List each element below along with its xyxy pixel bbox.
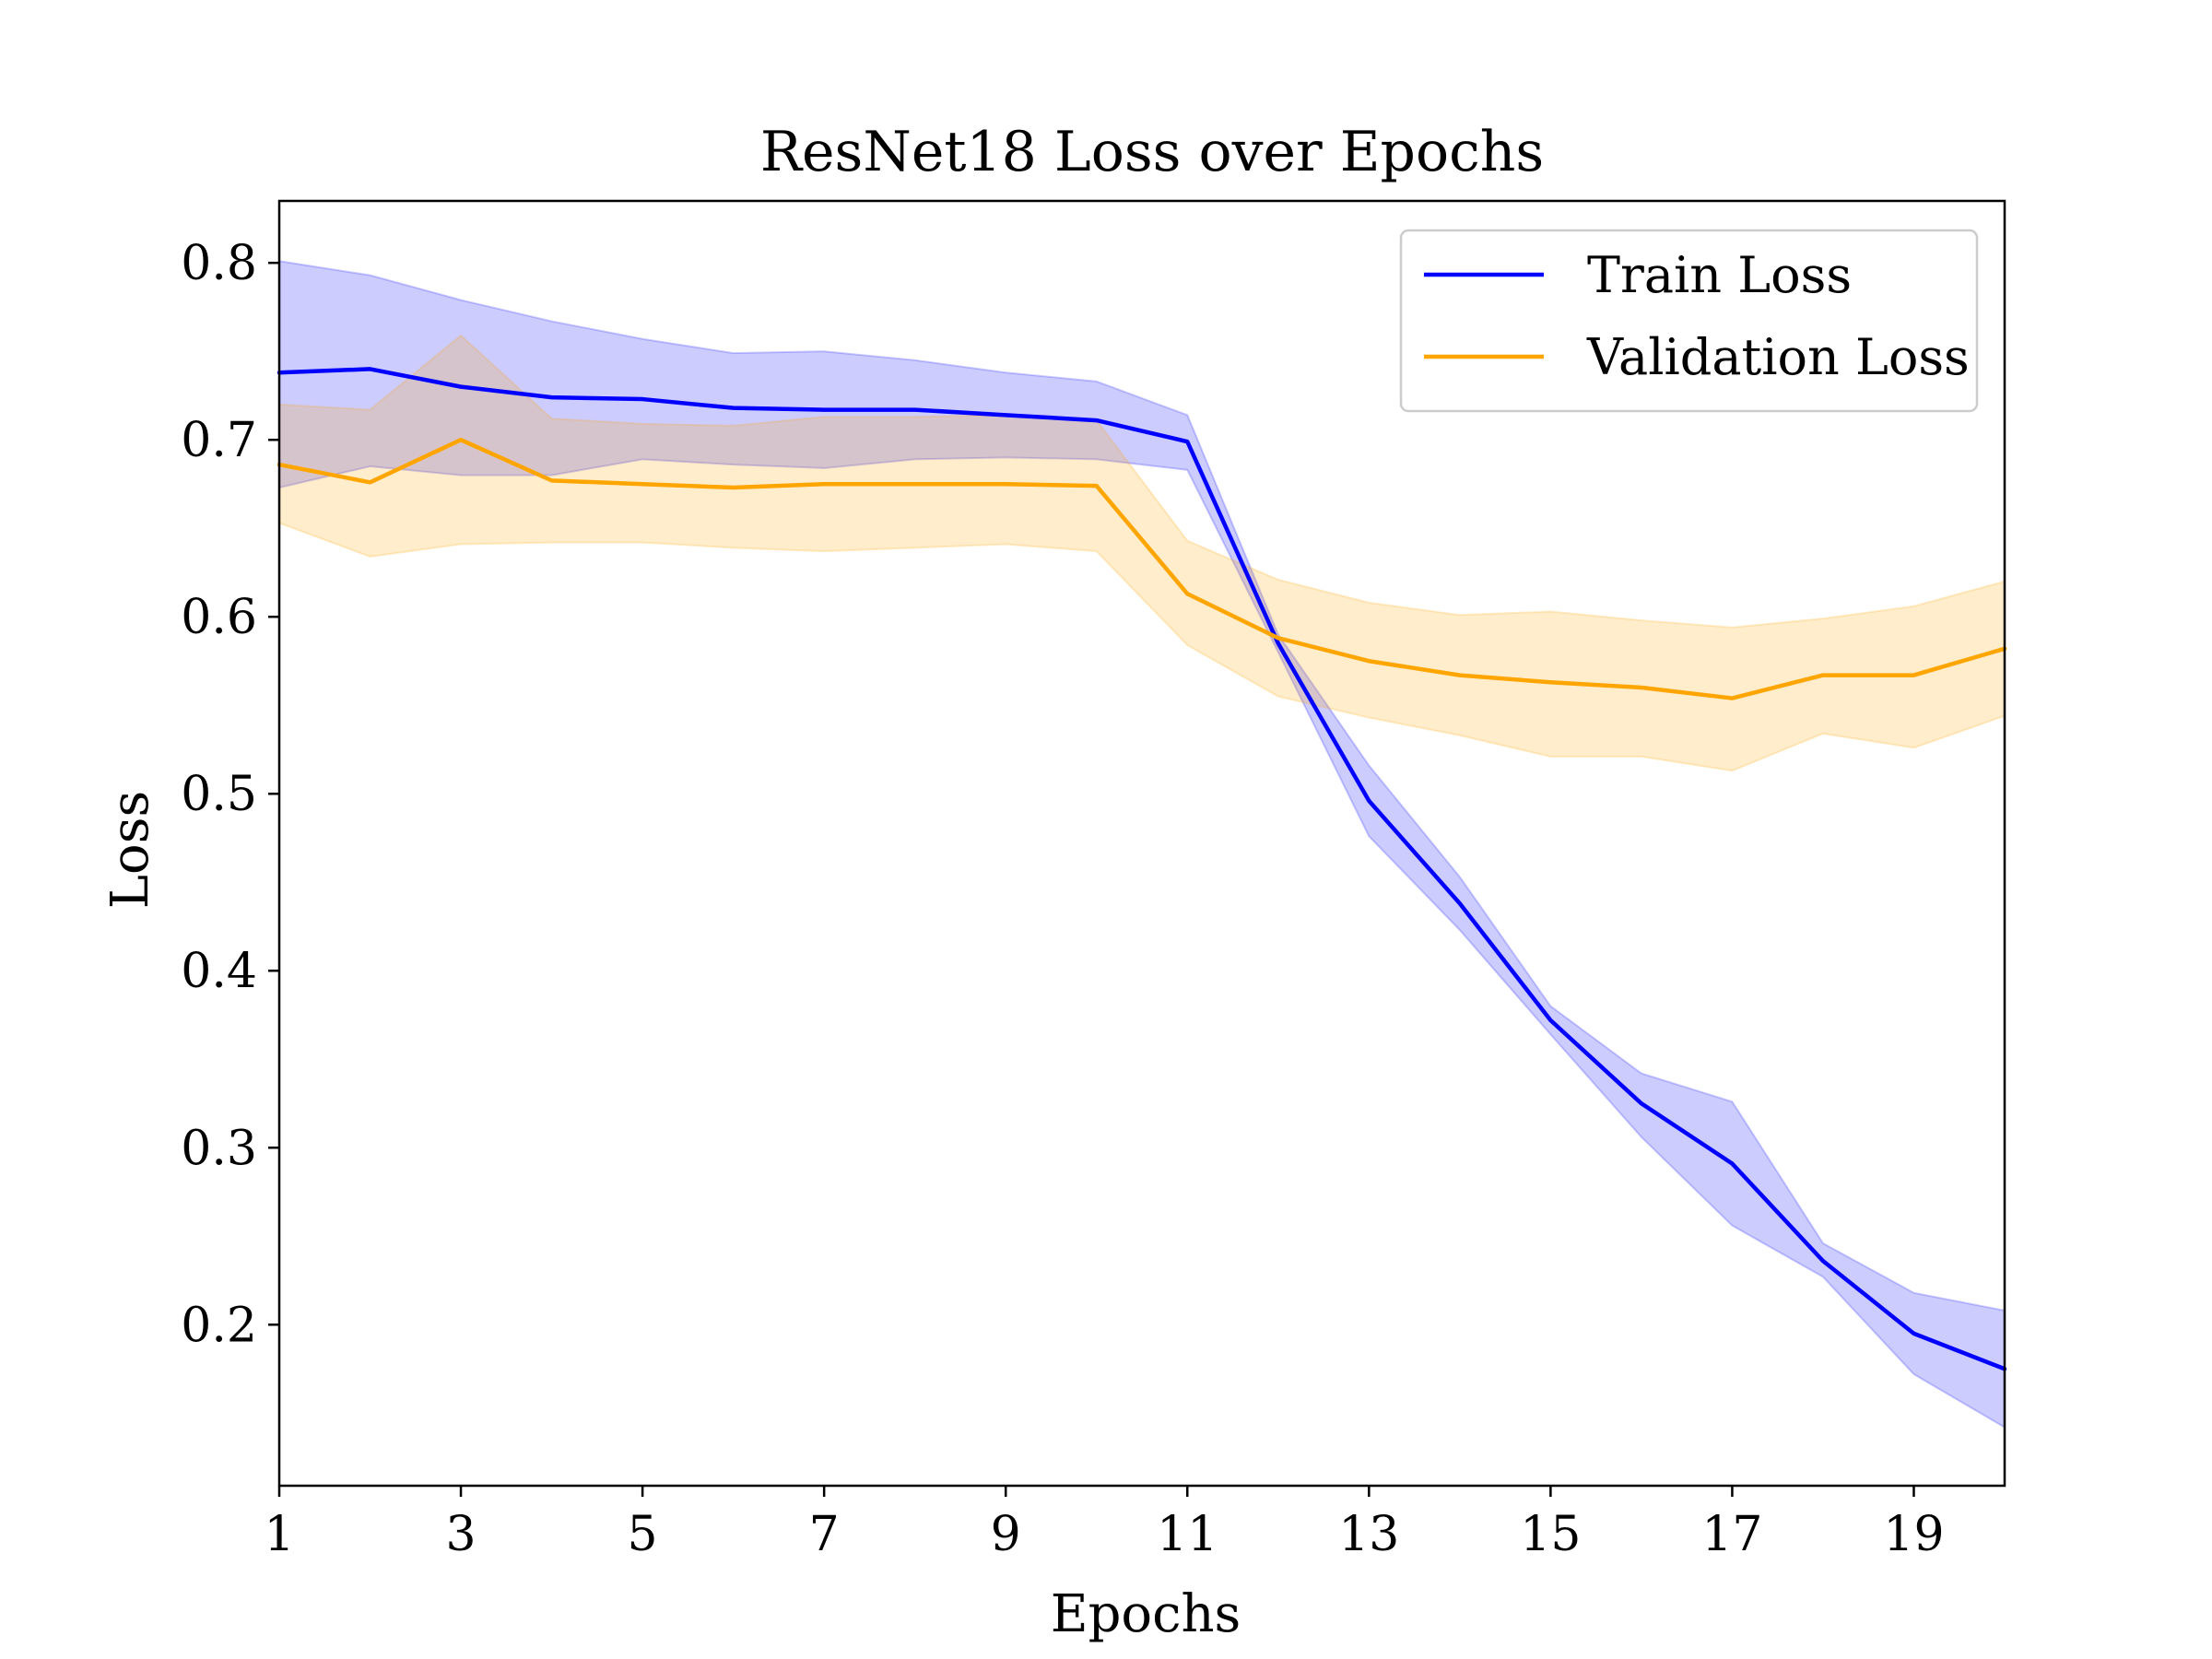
y-tick-label: 0.5 — [181, 767, 257, 822]
series-lines — [276, 367, 2007, 1371]
y-axis-ticks: 0.2 0.3 0.4 0.5 0.6 0.7 0.8 — [181, 236, 279, 1353]
x-tick-label: 7 — [809, 1507, 840, 1562]
x-tick-label: 15 — [1520, 1507, 1581, 1562]
y-tick-label: 0.8 — [181, 236, 257, 291]
x-tick-label: 11 — [1157, 1507, 1218, 1562]
y-tick-label: 0.7 — [181, 413, 257, 468]
x-tick-label: 13 — [1338, 1507, 1399, 1562]
legend-label-validation-loss: Validation Loss — [1586, 328, 1970, 386]
x-tick-label: 9 — [991, 1507, 1021, 1562]
y-tick-label: 0.6 — [181, 590, 257, 645]
legend-box — [1399, 229, 1979, 413]
y-tick-label: 0.3 — [181, 1121, 257, 1176]
y-tick-label: 0.2 — [181, 1298, 257, 1353]
x-tick-label: 17 — [1701, 1507, 1762, 1562]
x-tick-label: 19 — [1883, 1507, 1944, 1562]
x-tick-label: 3 — [446, 1507, 477, 1562]
y-tick-label: 0.4 — [181, 944, 257, 999]
x-axis-label: Epochs — [1051, 1584, 1241, 1644]
x-axis-ticks: 1 3 5 7 9 11 13 15 17 19 — [264, 1486, 1945, 1562]
x-tick-label: 5 — [628, 1507, 658, 1562]
line-validation-loss — [276, 437, 2007, 700]
line-train-loss — [276, 367, 2007, 1371]
y-axis-label: Loss — [100, 791, 160, 909]
legend-label-train-loss: Train Loss — [1587, 246, 1852, 304]
chart-title: ResNet18 Loss over Epochs — [760, 120, 1544, 184]
legend: Train Loss Validation Loss — [1399, 229, 1979, 413]
x-tick-label: 1 — [264, 1507, 294, 1562]
plot-area-frame — [277, 199, 2006, 1488]
